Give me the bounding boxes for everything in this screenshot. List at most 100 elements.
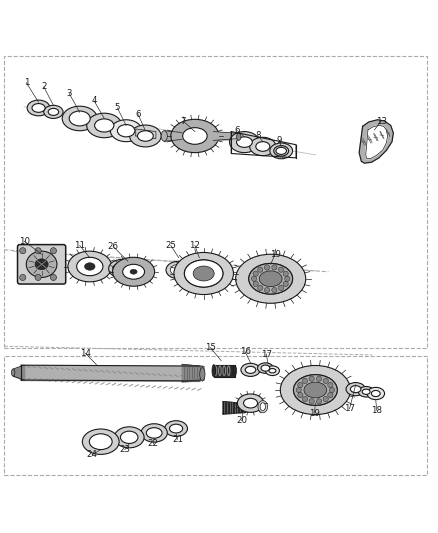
Circle shape	[258, 267, 263, 272]
Ellipse shape	[237, 137, 252, 147]
Circle shape	[309, 399, 314, 404]
Circle shape	[215, 270, 222, 277]
Ellipse shape	[237, 394, 264, 413]
Circle shape	[265, 265, 270, 270]
Text: 9: 9	[277, 136, 282, 145]
Ellipse shape	[69, 111, 90, 126]
Text: 6: 6	[135, 110, 141, 118]
Ellipse shape	[293, 375, 337, 405]
Circle shape	[323, 397, 328, 402]
Circle shape	[302, 397, 307, 402]
Ellipse shape	[27, 100, 50, 116]
Ellipse shape	[241, 364, 260, 376]
Ellipse shape	[200, 368, 205, 381]
Circle shape	[213, 265, 219, 271]
Circle shape	[50, 274, 57, 280]
Text: 3: 3	[67, 89, 72, 98]
Circle shape	[50, 248, 57, 254]
Text: 15: 15	[205, 343, 216, 352]
Ellipse shape	[26, 251, 57, 278]
Ellipse shape	[184, 260, 223, 287]
Circle shape	[35, 274, 41, 280]
Ellipse shape	[82, 429, 119, 455]
Circle shape	[309, 376, 314, 381]
Ellipse shape	[138, 131, 153, 141]
Text: 26: 26	[107, 242, 119, 251]
Ellipse shape	[35, 259, 48, 270]
Circle shape	[201, 281, 207, 287]
Polygon shape	[366, 125, 388, 159]
Text: 23: 23	[119, 445, 131, 454]
Ellipse shape	[362, 389, 370, 394]
Ellipse shape	[183, 128, 207, 144]
Ellipse shape	[258, 400, 268, 413]
Bar	[4, 56, 427, 348]
Circle shape	[193, 261, 199, 268]
Ellipse shape	[130, 125, 161, 147]
Text: 25: 25	[165, 241, 177, 250]
Text: 5: 5	[115, 103, 120, 112]
Ellipse shape	[109, 260, 135, 278]
Ellipse shape	[68, 251, 112, 282]
Circle shape	[298, 392, 303, 398]
Ellipse shape	[265, 366, 279, 376]
Circle shape	[20, 248, 26, 254]
Ellipse shape	[256, 142, 270, 151]
Ellipse shape	[249, 263, 293, 294]
Ellipse shape	[89, 434, 112, 449]
Circle shape	[201, 260, 207, 266]
Ellipse shape	[171, 119, 219, 152]
Ellipse shape	[346, 383, 365, 395]
Text: 20: 20	[236, 416, 247, 425]
Ellipse shape	[95, 119, 114, 132]
Ellipse shape	[166, 261, 191, 279]
Ellipse shape	[11, 369, 15, 376]
Ellipse shape	[371, 391, 380, 397]
Ellipse shape	[113, 257, 155, 286]
Circle shape	[323, 378, 328, 384]
Ellipse shape	[280, 366, 350, 415]
Ellipse shape	[258, 363, 273, 374]
Ellipse shape	[123, 264, 145, 279]
Ellipse shape	[350, 386, 361, 393]
Ellipse shape	[113, 263, 131, 275]
Ellipse shape	[117, 125, 135, 137]
Bar	[4, 356, 427, 474]
Polygon shape	[136, 129, 156, 139]
Ellipse shape	[304, 382, 327, 398]
Polygon shape	[359, 120, 393, 163]
Ellipse shape	[269, 368, 276, 373]
Circle shape	[253, 271, 258, 276]
Ellipse shape	[141, 424, 167, 442]
Text: 1: 1	[24, 78, 29, 87]
Ellipse shape	[358, 386, 374, 397]
Circle shape	[279, 267, 284, 272]
Ellipse shape	[250, 138, 276, 156]
Circle shape	[188, 276, 194, 282]
Ellipse shape	[276, 147, 286, 155]
Ellipse shape	[249, 263, 293, 294]
Ellipse shape	[32, 103, 45, 112]
Circle shape	[186, 270, 192, 277]
Ellipse shape	[236, 254, 306, 303]
Bar	[214, 365, 235, 377]
Circle shape	[258, 285, 263, 290]
Ellipse shape	[245, 366, 256, 374]
Ellipse shape	[259, 271, 282, 287]
Ellipse shape	[120, 431, 138, 443]
Ellipse shape	[48, 108, 59, 115]
Ellipse shape	[110, 120, 142, 142]
Text: 6: 6	[235, 126, 240, 135]
Circle shape	[302, 378, 307, 384]
Ellipse shape	[239, 268, 260, 282]
Text: 19: 19	[270, 250, 280, 259]
Circle shape	[316, 399, 321, 404]
Circle shape	[188, 265, 194, 271]
Ellipse shape	[176, 262, 201, 280]
Text: 7: 7	[180, 117, 186, 126]
Ellipse shape	[184, 260, 223, 287]
Circle shape	[208, 261, 214, 268]
Text: 21: 21	[172, 435, 183, 444]
Ellipse shape	[293, 375, 337, 405]
Text: 24: 24	[86, 450, 98, 459]
